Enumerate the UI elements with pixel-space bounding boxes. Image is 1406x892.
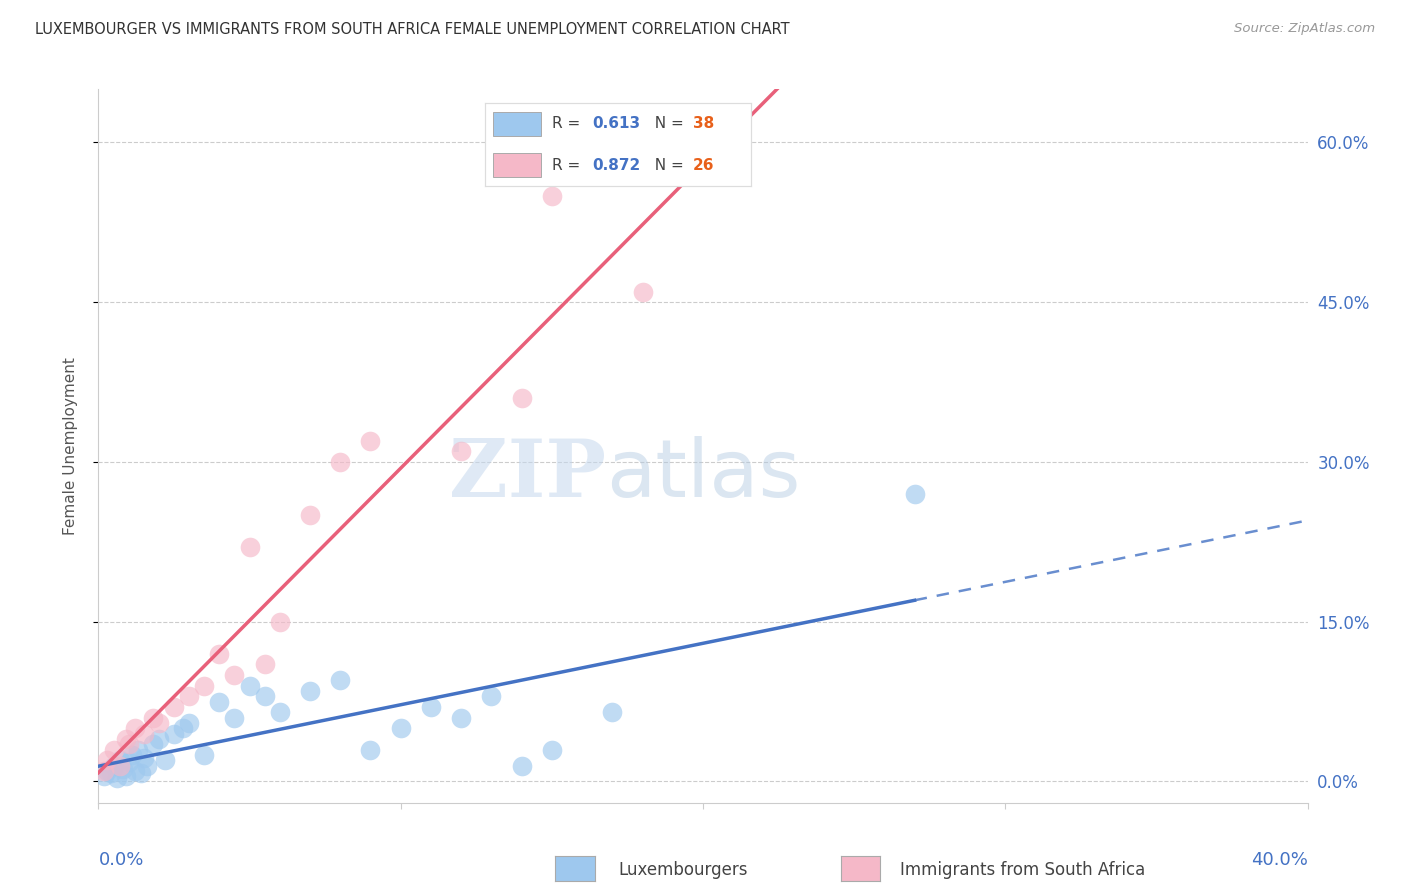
Point (163, 726, 186, 740)
Point (142, 710, 165, 724)
Point (148, 731, 170, 746)
Point (360, 742, 382, 756)
Point (269, 615, 291, 629)
Point (118, 756, 141, 770)
Point (253, 657, 276, 672)
Y-axis label: Female Unemployment: Female Unemployment (63, 357, 77, 535)
Point (124, 764, 146, 778)
Point (105, 772, 128, 786)
Point (389, 721, 412, 735)
Point (193, 679, 215, 693)
Point (253, 690, 276, 704)
Text: Source: ZipAtlas.com: Source: ZipAtlas.com (1234, 22, 1375, 36)
Point (96, 753, 118, 767)
Text: R =: R = (551, 158, 585, 172)
Point (208, 647, 231, 661)
Point (541, 188, 564, 202)
Point (93, 769, 115, 783)
Text: N =: N = (645, 158, 689, 172)
Point (103, 742, 125, 756)
Point (142, 737, 165, 751)
Text: ZIP: ZIP (450, 435, 606, 514)
Point (179, 690, 201, 704)
Point (179, 715, 201, 730)
Point (127, 742, 149, 756)
Point (224, 668, 246, 682)
Point (100, 766, 122, 780)
Point (692, 168, 714, 182)
Point (224, 710, 246, 724)
Point (329, 455, 352, 469)
Text: 38: 38 (693, 117, 714, 131)
Point (299, 684, 322, 698)
Point (148, 715, 170, 730)
Point (904, 487, 927, 501)
Point (135, 758, 157, 772)
Point (153, 753, 176, 767)
Point (93, 764, 115, 778)
Point (450, 710, 472, 724)
Text: 0.613: 0.613 (592, 117, 640, 131)
Point (602, 706, 624, 720)
Point (108, 753, 131, 767)
Point (114, 731, 136, 746)
Point (631, 285, 654, 299)
Point (111, 762, 134, 776)
Text: 26: 26 (693, 158, 714, 172)
Point (450, 444, 472, 458)
Point (103, 758, 125, 772)
Point (108, 758, 131, 772)
Bar (494, 153, 541, 178)
Point (208, 695, 231, 709)
Text: LUXEMBOURGER VS IMMIGRANTS FROM SOUTH AFRICA FEMALE UNEMPLOYMENT CORRELATION CHA: LUXEMBOURGER VS IMMIGRANTS FROM SOUTH AF… (35, 22, 790, 37)
Point (269, 706, 291, 720)
Text: atlas: atlas (606, 435, 800, 514)
Point (481, 690, 503, 704)
Point (118, 737, 141, 751)
Point (510, 758, 533, 772)
Point (193, 747, 215, 762)
Point (420, 700, 443, 714)
Point (329, 673, 352, 688)
Text: 0.872: 0.872 (592, 158, 640, 172)
Point (124, 721, 146, 735)
Point (129, 766, 152, 780)
Point (114, 769, 136, 783)
Text: R =: R = (551, 117, 585, 131)
Point (121, 747, 143, 762)
Point (96, 764, 118, 778)
Bar (494, 112, 541, 136)
Text: 0.0%: 0.0% (98, 851, 143, 869)
Text: N =: N = (645, 117, 689, 131)
Point (541, 742, 564, 756)
Point (132, 751, 155, 765)
Point (299, 508, 322, 523)
Point (172, 721, 194, 735)
Point (510, 391, 533, 405)
Text: Immigrants from South Africa: Immigrants from South Africa (900, 861, 1144, 879)
Point (132, 726, 155, 740)
Point (360, 434, 382, 448)
Point (239, 540, 262, 554)
Point (239, 679, 262, 693)
Point (163, 700, 186, 714)
Text: 40.0%: 40.0% (1251, 851, 1308, 869)
Text: Luxembourgers: Luxembourgers (619, 861, 748, 879)
